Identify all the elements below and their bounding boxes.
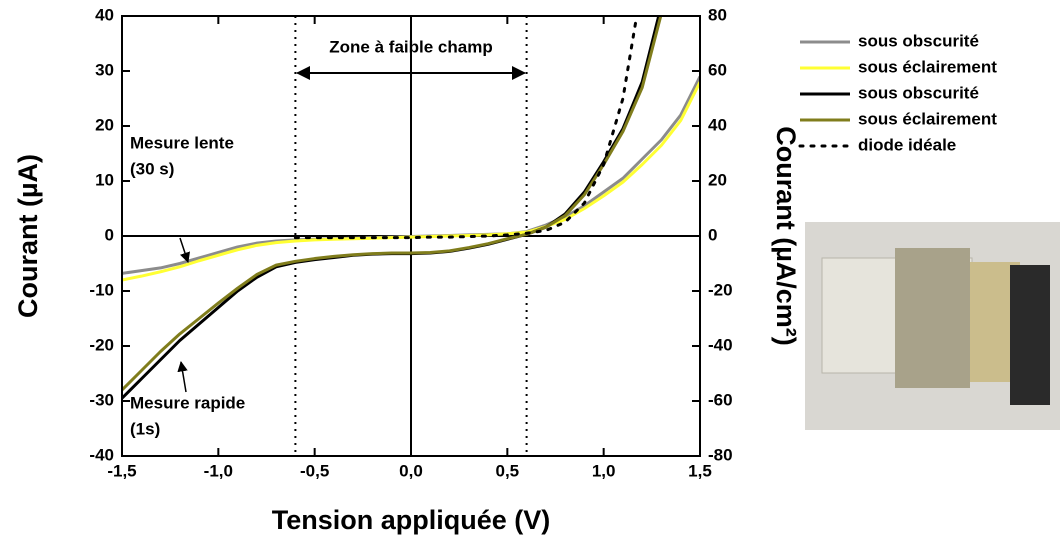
y-tick-label: -30: [89, 390, 114, 409]
annotation: (1s): [130, 419, 160, 438]
plot-area: [122, 16, 700, 400]
x-tick-label: 0,0: [399, 461, 423, 480]
y2-tick-label: -20: [708, 280, 733, 299]
annotation: Mesure rapide: [130, 393, 245, 412]
legend-label: sous éclairement: [858, 109, 997, 128]
x-axis-title: Tension appliquée (V): [272, 505, 551, 535]
plot-frame: [121, 15, 701, 457]
x-tick-label: -1,5: [107, 461, 136, 480]
y2-axis-title: Courant (µA/cm²): [771, 126, 801, 346]
legend-label: sous obscurité: [858, 31, 979, 50]
y-tick-label: -10: [89, 280, 114, 299]
y2-tick-label: 0: [708, 225, 717, 244]
x-tick-label: 1,0: [592, 461, 616, 480]
y2-tick-label: -60: [708, 390, 733, 409]
x-tick-label: -0,5: [300, 461, 329, 480]
y-axis-title: Courant (µA): [13, 154, 43, 318]
y2-tick-label: 20: [708, 170, 727, 189]
y2-tick-label: 40: [708, 115, 727, 134]
y-tick-label: 40: [95, 5, 114, 24]
annotation-arrow: [179, 237, 190, 263]
photo-contact: [1010, 265, 1050, 405]
legend-label: diode idéale: [858, 135, 956, 154]
series-line: [293, 16, 639, 240]
legend-label: sous éclairement: [858, 57, 997, 76]
y-tick-label: 30: [95, 60, 114, 79]
y-tick-label: 10: [95, 170, 114, 189]
x-tick-label: 0,5: [496, 461, 520, 480]
legend-label: sous obscurité: [858, 83, 979, 102]
y2-tick-label: 80: [708, 5, 727, 24]
annotation: (30 s): [130, 159, 174, 178]
annotation-arrow: [177, 360, 188, 393]
y-tick-label: 20: [95, 115, 114, 134]
series-line: [122, 16, 663, 392]
annotation: Mesure lente: [130, 133, 234, 152]
y-tick-label: 0: [105, 225, 114, 244]
y2-tick-label: -40: [708, 335, 733, 354]
series-line: [122, 81, 700, 282]
x-tick-label: -1,0: [204, 461, 233, 480]
series-line: [122, 16, 661, 400]
y2-tick-label: -80: [708, 445, 733, 464]
zone-label: Zone à faible champ: [329, 37, 492, 56]
y2-tick-label: 60: [708, 60, 727, 79]
photo: [805, 222, 1060, 430]
x-tick-label: 1,5: [688, 461, 712, 480]
photo-electrode: [895, 248, 970, 388]
y-tick-label: -40: [89, 445, 114, 464]
y-tick-label: -20: [89, 335, 114, 354]
